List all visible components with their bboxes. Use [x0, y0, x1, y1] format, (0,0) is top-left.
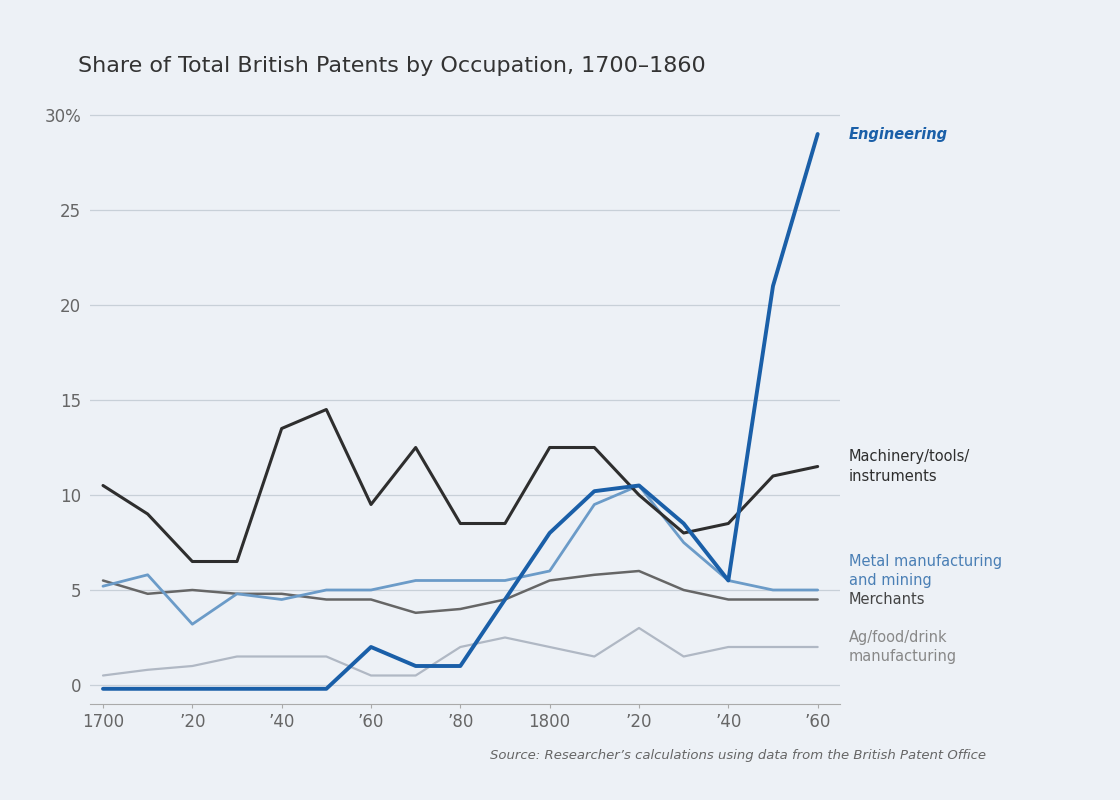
- Text: Machinery/tools/
instruments: Machinery/tools/ instruments: [849, 450, 970, 483]
- Text: Ag/food/drink
manufacturing: Ag/food/drink manufacturing: [849, 630, 958, 664]
- Text: Metal manufacturing
and mining: Metal manufacturing and mining: [849, 554, 1002, 588]
- Text: Engineering: Engineering: [849, 126, 948, 142]
- Text: Share of Total British Patents by Occupation, 1700–1860: Share of Total British Patents by Occupa…: [78, 56, 706, 76]
- Text: Source: Researcher’s calculations using data from the British Patent Office: Source: Researcher’s calculations using …: [489, 750, 986, 762]
- Text: Merchants: Merchants: [849, 592, 925, 607]
